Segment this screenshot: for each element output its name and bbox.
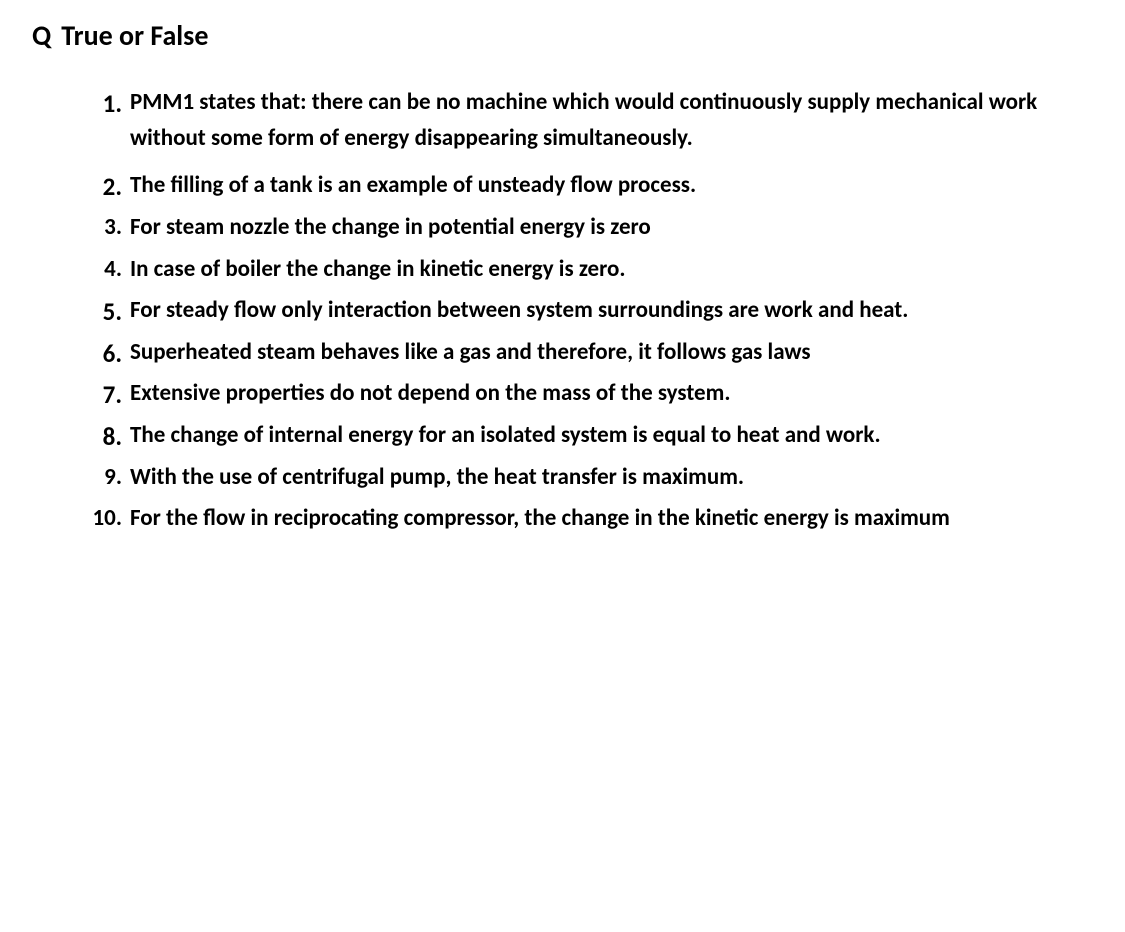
question-list: PMM1 states that: there can be no machin… (30, 85, 1095, 537)
question-text: With the use of centrifugal pump, the he… (130, 463, 744, 491)
question-heading: Q True or False (32, 18, 1095, 53)
heading-prefix: Q (32, 18, 51, 53)
question-item: The change of internal energy for an iso… (102, 418, 1095, 454)
question-text: The change of internal energy for an iso… (130, 421, 881, 449)
question-text: For the flow in reciprocating compressor… (130, 504, 950, 532)
question-item: For steady flow only interaction between… (102, 293, 1095, 329)
question-item: Extensive properties do not depend on th… (102, 376, 1095, 412)
question-item: The filling of a tank is an example of u… (102, 168, 1095, 204)
question-item: With the use of centrifugal pump, the he… (102, 460, 1095, 496)
question-text: PMM1 states that: there can be no machin… (130, 88, 1037, 152)
question-text: For steady flow only interaction between… (130, 296, 908, 324)
question-item: For the flow in reciprocating compressor… (102, 501, 1095, 537)
question-text: For steam nozzle the change in potential… (130, 213, 651, 241)
heading-title: True or False (61, 18, 208, 53)
question-item: Superheated steam behaves like a gas and… (102, 335, 1095, 371)
question-text: Superheated steam behaves like a gas and… (130, 338, 811, 366)
question-text: The filling of a tank is an example of u… (130, 171, 696, 199)
question-text: Extensive properties do not depend on th… (130, 379, 730, 407)
question-item: For steam nozzle the change in potential… (102, 210, 1095, 246)
question-item: In case of boiler the change in kinetic … (102, 252, 1095, 288)
page: Q True or False PMM1 states that: there … (0, 0, 1125, 537)
question-item: PMM1 states that: there can be no machin… (102, 85, 1095, 156)
question-text: In case of boiler the change in kinetic … (130, 255, 626, 283)
